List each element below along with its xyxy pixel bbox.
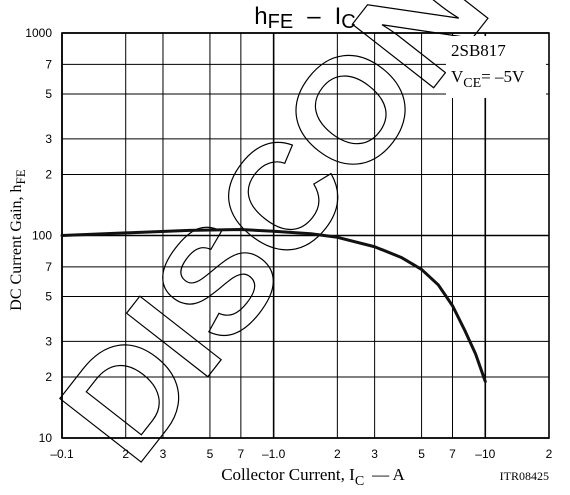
x-axis-label-subscript: C xyxy=(355,474,364,489)
vce-condition: VCE= –5V xyxy=(451,67,525,91)
x-tick-label-4: 7 xyxy=(238,447,245,461)
chart-title: hFE – IC xyxy=(254,3,355,33)
title-rhs: I xyxy=(335,3,342,30)
vce-subscript: CE xyxy=(463,76,481,91)
x-tick-label-5: –1.0 xyxy=(262,447,286,461)
y-tick-label-9: 7 xyxy=(45,57,52,71)
title-main: h xyxy=(254,3,267,30)
x-tick-label-9: 7 xyxy=(449,447,456,461)
series-group xyxy=(60,228,487,384)
y-tick-label-0: 10 xyxy=(39,431,53,445)
x-tick-label-7: 3 xyxy=(371,447,378,461)
x-tick-label-3: 5 xyxy=(207,447,214,461)
title-dash: – xyxy=(307,3,321,30)
y-tick-label-7: 3 xyxy=(45,132,52,146)
y-tick-labels: 10 2 3 5 7 100 2 3 5 7 1000 xyxy=(25,26,52,445)
y-tick-label-8: 5 xyxy=(45,87,52,101)
y-tick-label-1: 2 xyxy=(45,370,52,384)
x-tick-label-6: 2 xyxy=(334,447,341,461)
gridlines xyxy=(61,32,550,439)
condition-annotation: 2SB817 VCE= –5V xyxy=(446,36,546,98)
y-tick-label-6: 2 xyxy=(45,168,52,182)
vce-prefix: V xyxy=(451,67,464,86)
y-tick-label-4: 7 xyxy=(45,260,52,274)
vce-value: = –5V xyxy=(481,67,525,86)
x-axis-label-main: Collector Current, I xyxy=(221,465,355,484)
x-tick-label-1: 2 xyxy=(122,447,129,461)
x-tick-labels: –0.1 2 3 5 7 –1.0 2 3 5 7 –10 2 xyxy=(50,447,552,461)
y-tick-label-10: 1000 xyxy=(25,26,52,40)
annotation-background xyxy=(446,36,546,98)
y-axis-label-subscript: FE xyxy=(13,169,28,184)
series-line-hfe xyxy=(60,228,487,384)
title-rhs-subscript: C xyxy=(341,11,355,33)
y-axis-label-main: DC Current Gain, h xyxy=(8,184,25,310)
x-tick-label-11: 2 xyxy=(546,447,553,461)
y-tick-label-2: 3 xyxy=(45,334,52,348)
y-tick-label-5: 100 xyxy=(32,229,52,243)
x-tick-label-0: –0.1 xyxy=(50,447,74,461)
y-tick-label-3: 5 xyxy=(45,289,52,303)
x-tick-label-10: –10 xyxy=(475,447,495,461)
x-tick-label-8: 5 xyxy=(418,447,425,461)
title-main-subscript: FE xyxy=(268,11,294,33)
part-number: 2SB817 xyxy=(451,41,506,60)
y-axis-label: DC Current Gain, hFE xyxy=(8,169,28,310)
x-axis-label: Collector Current, IC — A xyxy=(221,465,405,489)
figure-id: ITR08425 xyxy=(500,469,549,483)
x-tick-label-2: 3 xyxy=(160,447,167,461)
x-axis-label-unit: — A xyxy=(371,465,405,484)
